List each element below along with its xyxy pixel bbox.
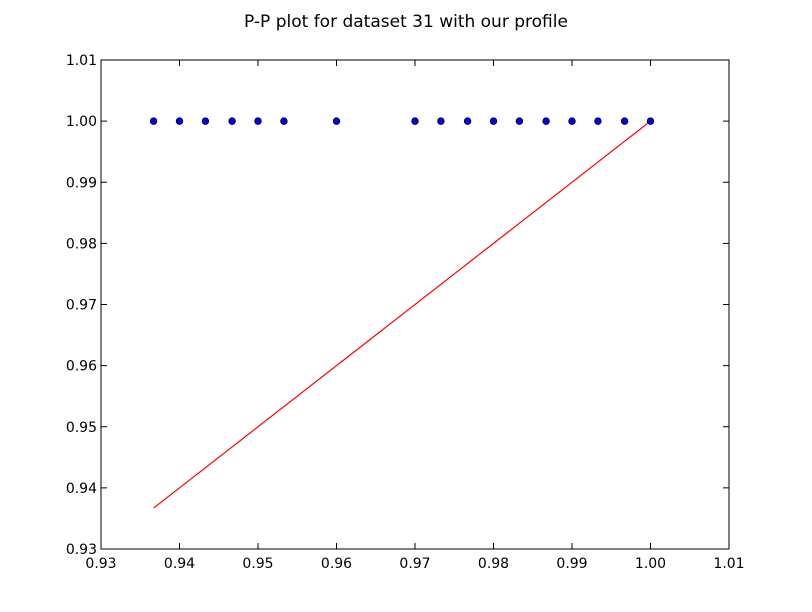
chart-title: P-P plot for dataset 31 with our profile: [244, 12, 568, 32]
x-tick-label: 0.96: [321, 556, 352, 572]
x-tick-label: 0.99: [556, 556, 587, 572]
data-point: [463, 117, 472, 125]
data-point: [489, 117, 498, 125]
y-tick-label: 0.99: [66, 175, 97, 191]
x-tick-label: 0.98: [478, 556, 509, 572]
series-line: [153, 120, 651, 509]
plot-area: 0.93 0.94 0.95 0.96 0.97 0.98 0.99 1.00 1.01 0.93…: [66, 53, 745, 572]
data-point: [280, 117, 288, 125]
x-tick-label: 1.01: [713, 556, 744, 572]
y-tick-label: 1.01: [66, 53, 97, 69]
data-point: [568, 117, 576, 125]
y-tick-label: 0.94: [66, 481, 97, 497]
x-tick-label: 1.00: [635, 556, 666, 572]
y-tick-label: 0.98: [66, 236, 97, 252]
data-point: [646, 117, 655, 125]
data-point: [515, 117, 524, 125]
data-point: [332, 117, 341, 125]
y-tick-label: 0.96: [66, 359, 97, 375]
data-point: [254, 117, 262, 125]
x-tick-label: 0.95: [242, 556, 273, 572]
data-point: [594, 117, 602, 125]
data-point: [542, 117, 550, 125]
data-point: [620, 117, 629, 125]
data-point: [175, 117, 184, 125]
x-tick-label: 0.94: [164, 556, 195, 572]
y-tick-label: 1.00: [66, 114, 97, 130]
y-tick-label: 0.95: [66, 420, 97, 436]
y-tick-label: 0.93: [66, 542, 97, 558]
y-tick-label: 0.97: [66, 298, 97, 314]
x-tick-label: 0.97: [399, 556, 430, 572]
data-point: [437, 117, 445, 125]
x-tick-label: 0.93: [85, 556, 116, 572]
data-point: [411, 117, 419, 125]
data-point: [149, 117, 158, 125]
data-point: [228, 117, 236, 125]
data-point: [201, 117, 210, 125]
